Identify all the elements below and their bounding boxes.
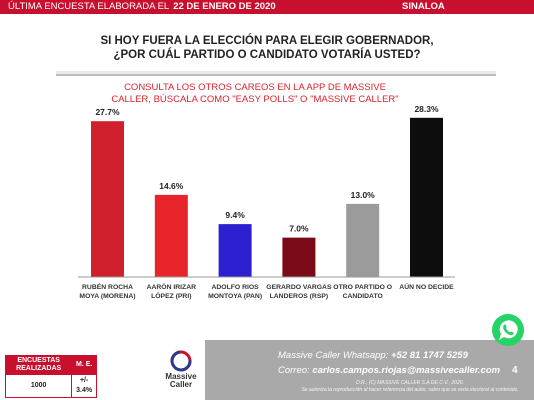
category-label-0-line-1: MOYA (MORENA) bbox=[79, 293, 135, 300]
category-label-4-line-0: OTRO PARTIDO O bbox=[333, 284, 392, 291]
header-bar: ÚLTIMA ENCUESTA ELABORADA EL 22 DE ENERO … bbox=[0, 0, 534, 14]
question-line-1: SI HOY FUERA LA ELECCIÓN PARA ELEGIR GOB… bbox=[100, 35, 434, 47]
chart-bars bbox=[91, 117, 443, 277]
whatsapp-line: Massive Caller Whatsapp: +52 81 1747 525… bbox=[278, 350, 468, 361]
question-title: SI HOY FUERA LA ELECCIÓN PARA ELEGIR GOB… bbox=[0, 34, 534, 62]
value-label-4: 13.0% bbox=[351, 190, 376, 200]
category-label-3-line-1: LANDEROS (RSP) bbox=[270, 293, 329, 300]
survey-date-label: ÚLTIMA ENCUESTA ELABORADA EL 22 DE ENERO … bbox=[8, 1, 276, 12]
value-label-3: 7.0% bbox=[289, 224, 309, 234]
email-link[interactable]: carlos.campos.riojas@massivecaller.com bbox=[312, 365, 501, 376]
category-label-2-line-1: MONTOYA (PAN) bbox=[208, 293, 262, 300]
category-label-0-line-0: RUBÉN ROCHA bbox=[82, 282, 133, 291]
value-label-5: 28.3% bbox=[414, 104, 439, 114]
category-label-4-line-1: CANDIDATO bbox=[343, 293, 383, 300]
value-label-0: 27.7% bbox=[95, 107, 120, 117]
state-label: SINALOA bbox=[402, 1, 445, 12]
margin-of-error-value: +/- 3.4% bbox=[71, 374, 97, 398]
email-line: Correo: carlos.campos.riojas@massivecall… bbox=[278, 365, 501, 376]
surveys-count-label: ENCUESTAS REALIZADAS bbox=[4, 355, 73, 375]
legal-notice: D.R., (C) MASSIVE CALLER S.A DE C.V., 20… bbox=[290, 380, 530, 394]
contact-info: Massive Caller Whatsapp: +52 81 1747 525… bbox=[278, 348, 500, 378]
bar-4 bbox=[346, 203, 380, 277]
category-label-5-line-0: AÚN NO DECIDE bbox=[399, 282, 454, 291]
bar-1 bbox=[154, 194, 188, 277]
category-label-0: RUBÉN ROCHA MOYA (MORENA) bbox=[79, 282, 135, 300]
app-note: CONSULTA LOS OTROS CAREOS EN LA APP DE M… bbox=[100, 82, 410, 106]
title-divider bbox=[56, 71, 496, 74]
value-label-1: 14.6% bbox=[159, 181, 184, 191]
category-label-3-line-0: GERARDO VARGAS bbox=[266, 284, 332, 291]
page-number: 4 bbox=[512, 365, 518, 376]
category-label-1: AARÓN IRIZAR LÓPEZ (PRI) bbox=[147, 282, 197, 300]
app-note-line-2: CALLER, BÚSCALA COMO "EASY POLLS" O "MAS… bbox=[111, 94, 399, 105]
reproduction-note: Se autoriza la reproducción al hacer ref… bbox=[301, 387, 519, 393]
category-label-3: GERARDO VARGAS LANDEROS (RSP) bbox=[266, 284, 332, 300]
copyright-text: D.R., (C) MASSIVE CALLER S.A DE C.V., 20… bbox=[356, 380, 464, 386]
bar-5 bbox=[410, 117, 443, 277]
category-label-4: OTRO PARTIDO O CANDIDATO bbox=[333, 284, 392, 300]
category-label-1-line-1: LÓPEZ (PRI) bbox=[151, 291, 191, 300]
bar-0 bbox=[91, 121, 124, 277]
title-divider-line bbox=[56, 74, 496, 76]
category-label-2-line-0: ADOLFO RIOS bbox=[211, 284, 259, 291]
whatsapp-number[interactable]: +52 81 1747 5259 bbox=[391, 350, 468, 361]
bar-chart: 27.7% 14.6% 9.4% 7.0% 13.0% 28.3% RUBÉN ROCHA… bbox=[78, 104, 455, 300]
question-line-2: ¿POR CUÁL PARTIDO O CANDIDATO VOTARÍA US… bbox=[113, 49, 421, 61]
margin-of-error-label: M. E. bbox=[71, 355, 97, 375]
chart-category-labels: RUBÉN ROCHA MOYA (MORENA) AARÓN IRIZAR LÓPE… bbox=[79, 282, 454, 300]
logo-text: Massive Caller bbox=[165, 372, 197, 389]
bar-3 bbox=[282, 237, 316, 277]
massive-caller-logo: Massive Caller bbox=[160, 350, 202, 396]
bar-2 bbox=[218, 224, 252, 277]
category-label-5: AÚN NO DECIDE bbox=[399, 282, 454, 291]
survey-date: 22 DE ENERO DE 2020 bbox=[173, 1, 276, 12]
whatsapp-icon[interactable] bbox=[490, 312, 526, 348]
survey-stats-table: ENCUESTAS REALIZADAS M. E. 1000 +/- 3.4% bbox=[4, 355, 97, 398]
surveys-count-value: 1000 bbox=[4, 374, 73, 398]
category-label-1-line-0: AARÓN IRIZAR bbox=[147, 282, 197, 291]
value-label-2: 9.4% bbox=[225, 210, 245, 220]
chart-value-labels: 27.7% 14.6% 9.4% 7.0% 13.0% 28.3% bbox=[95, 104, 439, 234]
logo-icon bbox=[170, 350, 192, 372]
app-note-line-1: CONSULTA LOS OTROS CAREOS EN LA APP DE M… bbox=[124, 82, 386, 93]
category-label-2: ADOLFO RIOS MONTOYA (PAN) bbox=[208, 284, 262, 300]
